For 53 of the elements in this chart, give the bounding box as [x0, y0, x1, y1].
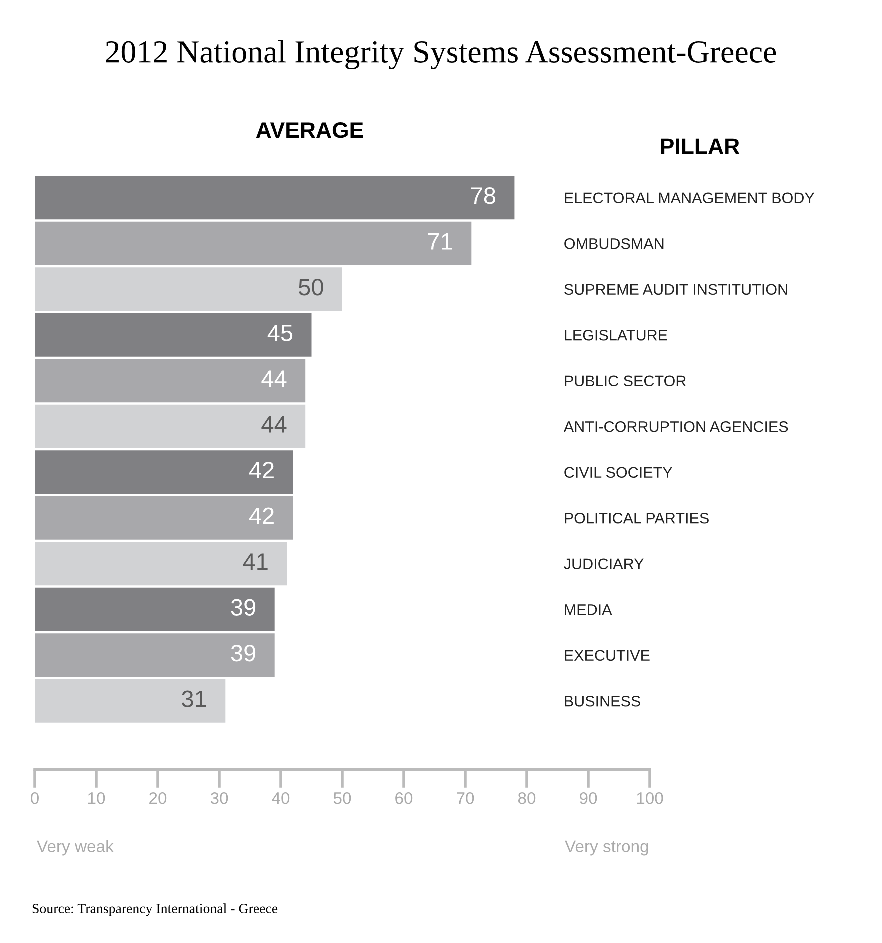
y-tick-label: ANTI-CORRUPTION AGENCIES	[564, 421, 788, 432]
y-tick-label: ELECTORAL MANAGEMENT BODY	[565, 192, 815, 204]
y-tick-label: LEGISLATURE	[565, 330, 668, 341]
bar	[35, 542, 288, 586]
data-label: 39	[231, 644, 256, 662]
x-tick-label: 100	[637, 792, 664, 804]
bar	[35, 313, 312, 357]
y-tick-label: MEDIA	[565, 604, 612, 616]
y-tick-label: CIVIL SOCIETY	[564, 467, 672, 478]
bar	[35, 404, 306, 448]
bar	[35, 222, 472, 266]
data-label: 41	[243, 554, 268, 570]
bar	[35, 176, 515, 220]
bar	[35, 268, 342, 312]
data-label: 42	[249, 462, 274, 478]
data-label: 78	[471, 187, 496, 204]
y-tick-label: BUSINESS	[565, 696, 640, 707]
bar	[35, 496, 294, 540]
bar	[35, 679, 226, 723]
x-tick-label: 0	[31, 792, 39, 804]
bar	[35, 359, 306, 403]
x-tick-label: 60	[396, 792, 413, 804]
text: Very strong	[565, 840, 648, 856]
y-axis-title: PILLAR	[661, 138, 740, 154]
x-tick-label: 50	[334, 792, 352, 804]
y-tick-label: POLITICAL PARTIES	[565, 512, 709, 524]
data-label: 39	[231, 599, 256, 616]
bar	[35, 588, 275, 632]
bar	[35, 634, 275, 678]
y-tick-label: SUPREME AUDIT INSTITUTION	[564, 284, 788, 296]
y-tick-label: OMBUDSMAN	[564, 238, 664, 250]
y-tick-label: PUBLIC SECTOR	[565, 376, 686, 387]
data-label: 45	[268, 324, 293, 342]
y-tick-label: JUDICIARY	[564, 558, 644, 570]
x-tick-label: 90	[580, 792, 598, 804]
data-label: 31	[182, 690, 206, 708]
data-label: 50	[299, 278, 324, 296]
bar	[35, 450, 294, 494]
x-tick-label: 80	[518, 792, 536, 804]
text: Very weak	[37, 840, 114, 856]
x-tick-label: 30	[210, 792, 228, 804]
x-tick-label: 70	[457, 792, 474, 804]
x-axis-title: AVERAGE	[256, 122, 364, 138]
x-tick-label: 10	[88, 792, 106, 804]
x-tick-label: 40	[272, 792, 290, 804]
y-tick-label: EXECUTIVE	[565, 650, 650, 662]
data-label: 42	[249, 508, 274, 524]
data-label: 44	[262, 416, 287, 433]
source-note: Source: Transparency International - Greece	[32, 904, 278, 916]
chart-title: 2012 National Integrity Systems Assessment-Greece	[106, 40, 776, 70]
data-label: 71	[428, 233, 452, 250]
data-label: 44	[262, 370, 287, 387]
x-tick-label: 20	[150, 792, 167, 804]
